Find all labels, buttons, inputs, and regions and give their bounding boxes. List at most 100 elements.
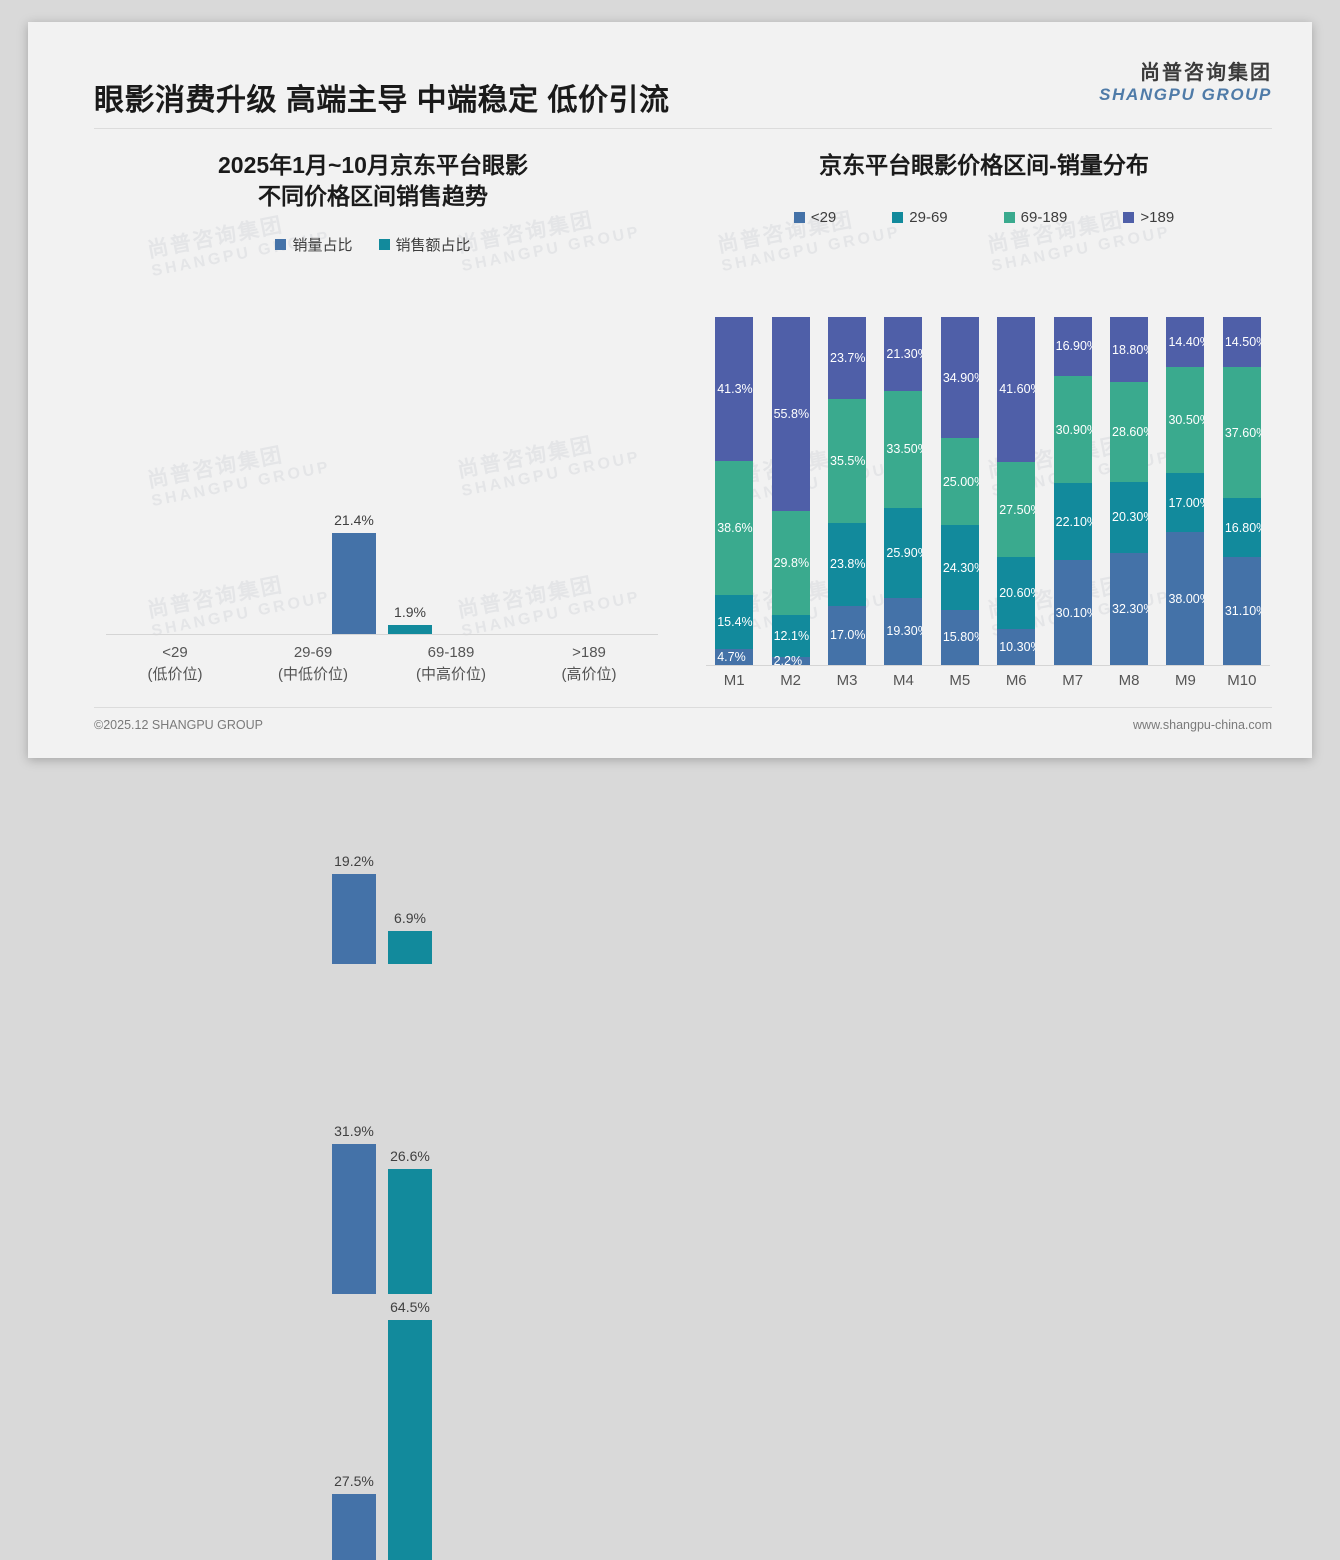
- stack-segment->189: 16.90%: [1053, 317, 1092, 376]
- stacked-bar-M5[interactable]: 34.90% 25.00% 24.30% 15.80%: [932, 317, 988, 665]
- x-tick-label-M2: M2: [780, 672, 802, 689]
- legend-swatch-icon: [378, 239, 390, 251]
- stack-segment-label: 20.30%: [1112, 510, 1148, 525]
- stack-segment-label: 28.60%: [1112, 425, 1148, 440]
- stacked-bar-M4[interactable]: 21.30% 33.50% 25.90% 19.30%: [875, 317, 931, 665]
- stacked-bar-M7[interactable]: 16.90% 30.90% 22.10% 30.10%: [1044, 317, 1100, 665]
- stack-segment->189: 41.60%: [997, 317, 1036, 462]
- legend-item-<29[interactable]: <29: [793, 209, 836, 226]
- stack-container: 14.40% 30.50% 17.00% 38.00%: [1166, 317, 1205, 665]
- stack-segment->189: 23.7%: [828, 317, 867, 400]
- stack-container: 21.30% 33.50% 25.90% 19.30%: [884, 317, 923, 665]
- bar-value-label: 21.4%: [334, 512, 374, 529]
- stack-segment-label: 38.00%: [1168, 591, 1204, 606]
- bar-value-label: 19.2%: [334, 852, 374, 869]
- bar-rect: [332, 533, 376, 634]
- stack-segment-label: 55.8%: [773, 407, 810, 422]
- bar-value-label: 6.9%: [394, 910, 426, 927]
- stack-segment-label: 20.60%: [999, 586, 1035, 601]
- footer-website[interactable]: www.shangpu-china.com: [1133, 718, 1272, 732]
- stacked-bar-M10[interactable]: 14.50% 37.60% 16.80% 31.10%: [1214, 317, 1270, 665]
- stack-segment-label: 10.30%: [999, 640, 1035, 655]
- x-tick-label-M5: M5: [949, 672, 971, 689]
- stack-segment-69-189: 25.00%: [940, 438, 979, 526]
- chart-plot-left: 21.4% 1.9% 19.2% 6.9% 31.9% 26.6% 27.5% 64.5%: [106, 304, 658, 1560]
- legend-item->189[interactable]: >189: [1123, 209, 1174, 226]
- stack-segment-label: 18.80%: [1112, 342, 1148, 357]
- legend-item-label: 销售额占比: [395, 237, 471, 255]
- legend-item-label: >189: [1140, 209, 1175, 227]
- bar-销量占比->189[interactable]: 27.5%: [332, 1294, 376, 1560]
- x-tick-label-<29: <29 (低价位): [106, 642, 244, 686]
- page-title: 眼影消费升级 高端主导 中端稳定 低价引流: [94, 84, 670, 117]
- stack-segment-<29: 4.7%: [715, 648, 754, 665]
- stack-segment-label: 30.10%: [1055, 605, 1092, 620]
- slide: 眼影消费升级 高端主导 中端稳定 低价引流 尚普咨询集团 SHANGPU GRO…: [28, 22, 1312, 1560]
- stack-container: 34.90% 25.00% 24.30% 15.80%: [940, 317, 979, 665]
- legend-item-29-69[interactable]: 29-69: [892, 209, 948, 226]
- x-tick-label-M6: M6: [1005, 672, 1027, 689]
- x-tick-label-M8: M8: [1118, 672, 1140, 689]
- stack-segment-69-189: 35.5%: [828, 399, 867, 523]
- stacked-bar-M1[interactable]: 41.3% 38.6% 15.4% 4.7%: [706, 317, 762, 665]
- stack-segment-<29: 30.10%: [1053, 560, 1092, 665]
- stack-segment->189: 41.3%: [715, 317, 754, 461]
- bar-value-label: 26.6%: [390, 1147, 430, 1164]
- stack-segment-69-189: 37.60%: [1222, 367, 1261, 499]
- x-axis-labels-right: M1 M2 M3 M4 M5 M6 M7 M8 M9 M10: [706, 672, 1270, 689]
- x-tick-range: 29-69: [293, 644, 333, 661]
- stacked-bar-M9[interactable]: 14.40% 30.50% 17.00% 38.00%: [1157, 317, 1213, 665]
- bar-group-<29: 21.4% 1.9%: [106, 304, 658, 634]
- bar-销售额占比-69-189[interactable]: 26.6%: [388, 964, 432, 1294]
- legend-swatch-icon: [1003, 212, 1015, 224]
- stacked-bar-M2[interactable]: 55.8% 29.8% 12.1% 2.2%: [762, 317, 818, 665]
- stacked-bar-M8[interactable]: 18.80% 28.60% 20.30% 32.30%: [1101, 317, 1157, 665]
- bar-销量占比-69-189[interactable]: 31.9%: [332, 964, 376, 1294]
- stack-container: 41.3% 38.6% 15.4% 4.7%: [715, 317, 754, 665]
- stack-segment-<29: 2.2%: [771, 654, 810, 665]
- stack-segment-label: 37.60%: [1224, 425, 1261, 440]
- stacked-bar-M6[interactable]: 41.60% 27.50% 20.60% 10.30%: [988, 317, 1044, 665]
- legend-swatch-icon: [275, 239, 287, 251]
- x-tick-label-69-189: 69-189 (中高价位): [382, 642, 520, 686]
- chart-title-left: 2025年1月~10月京东平台眼影 不同价格区间销售趋势: [68, 132, 678, 212]
- bar-销售额占比-<29[interactable]: 1.9%: [388, 304, 432, 634]
- legend-swatch-icon: [892, 212, 904, 224]
- bar-销售额占比->189[interactable]: 64.5%: [388, 1294, 432, 1560]
- x-tick-sublabel: (高价位): [561, 665, 617, 683]
- legend-item-销量占比[interactable]: 销量占比: [275, 234, 353, 255]
- bar-rect: [332, 873, 376, 964]
- stack-segment-<29: 10.30%: [997, 629, 1036, 665]
- bar-销量占比-<29[interactable]: 21.4%: [332, 304, 376, 634]
- footer-copyright: ©2025.12 SHANGPU GROUP: [94, 718, 263, 732]
- stack-segment-label: 38.6%: [717, 520, 753, 535]
- chart-plot-right: 41.3% 38.6% 15.4% 4.7% 55.8% 29.8% 12.1% 2.2% 23…: [706, 317, 1270, 665]
- stacked-bar-M3[interactable]: 23.7% 35.5% 23.8% 17.0%: [819, 317, 875, 665]
- stack-segment->189: 55.8%: [771, 317, 810, 512]
- bar-rect: [388, 625, 432, 634]
- stack-segment->189: 21.30%: [884, 317, 923, 392]
- stack-segment-label: 14.50%: [1224, 335, 1261, 350]
- bar-rect: [388, 1319, 432, 1560]
- stack-segment-label: 41.3%: [717, 381, 753, 396]
- stack-segment-label: 24.30%: [942, 560, 979, 575]
- stack-segment-69-189: 27.50%: [997, 461, 1036, 558]
- legend-item-销售额占比[interactable]: 销售额占比: [378, 234, 471, 255]
- stack-segment-29-69: 20.60%: [997, 557, 1036, 630]
- stack-segment-label: 33.50%: [886, 442, 922, 457]
- stack-segment-69-189: 28.60%: [1110, 382, 1149, 482]
- stack-segment-<29: 15.80%: [940, 610, 979, 665]
- stack-segment-29-69: 12.1%: [771, 614, 810, 657]
- stack-segment-<29: 32.30%: [1110, 552, 1149, 665]
- legend-item-69-189[interactable]: 69-189: [1003, 209, 1067, 226]
- stack-segment-label: 25.00%: [942, 474, 979, 489]
- stack-segment-29-69: 20.30%: [1110, 481, 1149, 553]
- bar-rect: [332, 1494, 376, 1560]
- stack-segment-label: 15.80%: [942, 630, 979, 645]
- chart-panel-volume-distribution: 京东平台眼影价格区间-销量分布 <29 29-69 69-189 >189 41.3%…: [684, 132, 1284, 702]
- stack-segment-29-69: 25.90%: [884, 507, 923, 598]
- x-tick-label-M10: M10: [1227, 672, 1257, 689]
- x-tick-range: >189: [572, 644, 606, 661]
- x-tick-range: 69-189: [427, 644, 475, 661]
- stack-segment-label: 30.90%: [1055, 422, 1092, 437]
